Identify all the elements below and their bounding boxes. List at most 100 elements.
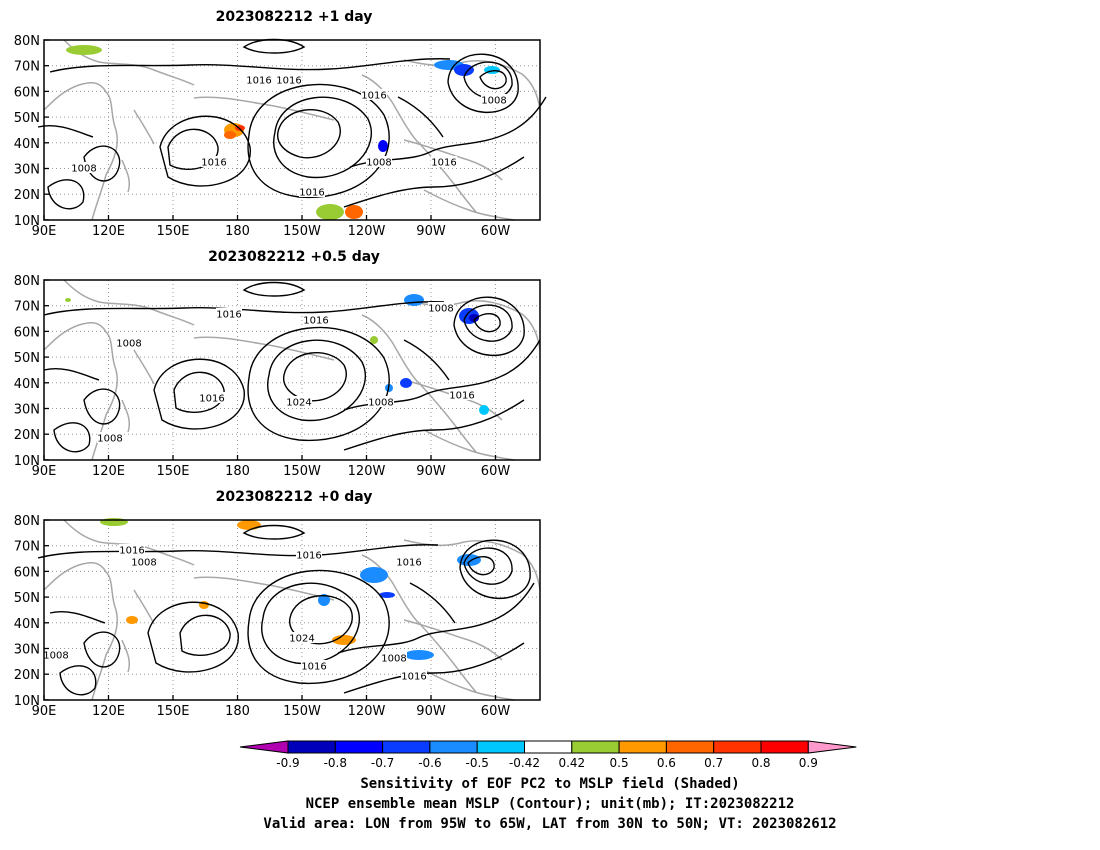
latitude-tick-label: 60N [14,85,40,100]
contour-label: 1008 [71,164,96,175]
longitude-tick-label: 90W [416,704,446,719]
contour-label-background [301,660,327,671]
colorbar-swatch [429,740,478,754]
contour-label: 1016 [199,394,224,405]
colorbar-swatch [713,740,762,754]
sensitivity-patch [379,592,395,598]
colorbar-low-extension [239,740,289,754]
longitude-tick-label: 120W [348,224,386,239]
caption-line-1: Sensitivity of EOF PC2 to MSLP field (Sh… [360,776,740,792]
contour-label-background [199,392,225,403]
contour-label-background [43,649,69,660]
mslp-isobar [447,53,519,113]
colorbar-swatch [287,740,336,754]
latitude-tick-label: 40N [14,377,40,392]
mslp-isobar [337,582,535,654]
contour-label-background [428,302,454,313]
mslp-isobar [179,614,231,656]
colorbar-tick-label: -0.5 [465,756,488,770]
longitude-tick-label: 120W [348,704,386,719]
contour-label-background [361,89,387,100]
colorbar-tick-label: 0.8 [751,756,770,770]
colorbar: -0.9 -0.8 -0.7 -0.6 -0.5 -0.42 0.42 0.5 0.6 0.7 0.… [239,740,857,770]
latitude-tick-label: 70N [14,60,40,75]
colorbar-tick-label: -0.42 [509,756,540,770]
contour-label-background [381,652,407,663]
contour-label-background [286,396,312,407]
mslp-isobar [463,547,513,585]
panel-title: 2023082212 +0 day [216,489,373,505]
coastline [43,81,118,221]
coastline [423,429,515,461]
colorbar-high-extension [807,740,857,754]
coastline [361,314,477,453]
contour-label-background [396,556,422,567]
grid-layer [44,40,540,220]
contour-label: 1024 [289,634,314,645]
latitude-tick-label: 60N [14,565,40,580]
coastline [43,321,118,461]
grid-layer [44,520,540,700]
contour-label-background [119,544,145,555]
mslp-isobar [343,642,525,694]
sensitivity-patch [360,567,388,583]
sensitivity-patch [479,405,489,415]
latitude-tick-label: 20N [14,428,40,443]
coastline [63,279,195,326]
longitude-tick-label: 90W [416,224,446,239]
contour-label: 1008 [43,651,68,662]
contour-label-background [131,556,157,567]
mslp-isobar [37,96,444,138]
mslp-isobar [147,601,239,673]
colorbar-tick-label: -0.7 [371,756,394,770]
sensitivity-patch [66,45,102,55]
latitude-tick-label: 80N [14,274,40,289]
longitude-tick-label: 90E [32,464,57,479]
sensitivity-patch [237,520,261,530]
coastline [193,576,335,601]
longitude-tick-label: 180 [225,464,250,479]
mslp-isobar [83,388,121,425]
contour-label-background [481,94,507,105]
contour-label-background [366,156,392,167]
sensitivity-patch [345,205,363,219]
sensitivity-patch [469,314,479,322]
contour-label: 1008 [381,654,406,665]
longitude-tick-label: 150E [156,704,189,719]
longitude-tick-label: 120E [92,704,125,719]
contour-label-background [449,389,475,400]
latitude-tick-label: 60N [14,325,40,340]
sensitivity-shading [66,45,500,220]
contour-label-background [97,432,123,443]
mslp-isobar [47,179,85,210]
latitude-tick-label: 70N [14,300,40,315]
colorbar-swatch [524,740,573,754]
colorbar-swatch [476,740,525,754]
longitude-tick-label: 150W [283,704,321,719]
latitude-tick-label: 40N [14,617,40,632]
latitude-tick-label: 80N [14,34,40,49]
longitude-tick-label: 120W [348,464,386,479]
colorbar-tick-label: 0.7 [704,756,723,770]
panel-frame [43,279,541,461]
contour-labels: 1016 1016 1008 1008 1016 1024 1008 1016 1008 [97,302,475,445]
contour-label: 1016 [301,662,326,673]
mslp-isobar [242,38,306,54]
latitude-tick-label: 30N [14,643,40,658]
coastline [403,139,503,181]
coastline [63,519,195,566]
longitude-tick-label: 150E [156,224,189,239]
mslp-isobar [276,108,341,159]
colorbar-swatch [571,740,620,754]
latitude-tick-label: 70N [14,540,40,555]
longitude-tick-label: 120E [92,224,125,239]
contour-label: 1016 [303,316,328,327]
colorbar-tick-label: 0.6 [657,756,676,770]
sensitivity-patch [454,64,474,76]
coastline [43,561,118,701]
panel-title: 2023082212 +1 day [216,9,373,25]
mslp-isobar [463,61,513,99]
